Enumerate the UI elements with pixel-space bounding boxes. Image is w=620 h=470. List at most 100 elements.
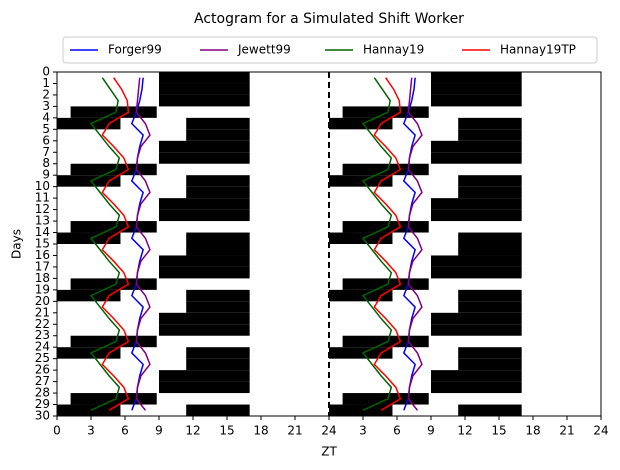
dark-period [458, 289, 522, 302]
dark-period [342, 106, 429, 118]
dark-period [186, 244, 250, 256]
y-tick-label: 9 [42, 168, 50, 182]
x-tick-label: 21 [559, 424, 574, 438]
y-tick-label: 25 [35, 351, 50, 365]
y-tick-label: 23 [35, 328, 50, 342]
y-tick-label: 24 [35, 340, 50, 354]
dark-period [159, 324, 250, 336]
x-tick-label: 12 [185, 424, 200, 438]
x-axis-label: ZT [321, 445, 337, 459]
dark-period [431, 94, 522, 107]
dark-period [458, 404, 522, 416]
y-tick-label: 2 [42, 87, 50, 101]
dark-period [458, 301, 522, 313]
y-tick-label: 15 [35, 237, 50, 251]
y-axis-label: Days [10, 229, 24, 259]
x-tick-label: 3 [87, 424, 95, 438]
y-tick-label: 20 [35, 294, 50, 308]
y-tick-label: 29 [35, 397, 50, 411]
dark-period [342, 221, 429, 233]
x-tick-label: 9 [155, 424, 163, 438]
phase-line [402, 77, 416, 411]
dark-period [431, 72, 522, 84]
y-tick-label: 14 [35, 225, 50, 239]
dark-period [186, 289, 250, 302]
legend-label: Hannay19TP [500, 43, 576, 57]
dark-period [329, 232, 393, 244]
y-tick-label: 13 [35, 214, 50, 228]
dark-period [329, 175, 393, 187]
dark-period [159, 209, 250, 222]
legend-label: Jewett99 [237, 43, 291, 57]
legend-label: Hannay19 [363, 43, 424, 57]
dark-period [70, 278, 157, 290]
dark-period [57, 347, 121, 359]
dark-period [329, 289, 393, 302]
dark-period [431, 198, 522, 210]
y-tick-label: 8 [42, 156, 50, 170]
y-tick-label: 0 [42, 65, 50, 79]
dark-period [431, 209, 522, 222]
x-tick-label: 6 [393, 424, 401, 438]
dark-period [431, 140, 522, 153]
dark-period [70, 335, 157, 348]
x-tick-label: 9 [427, 424, 435, 438]
dark-period [186, 117, 250, 130]
dark-period [342, 393, 429, 405]
chart-title: Actogram for a Simulated Shift Worker [194, 11, 464, 27]
dark-period [431, 83, 522, 95]
x-tick-label: 24 [321, 424, 336, 438]
phase-line [135, 77, 151, 411]
x-tick-label: 24 [593, 424, 608, 438]
dark-period [329, 347, 393, 359]
dark-period [458, 117, 522, 130]
y-tick-label: 27 [35, 374, 50, 388]
dark-period [458, 358, 522, 371]
x-tick-label: 18 [525, 424, 540, 438]
dark-period [458, 186, 522, 199]
dark-period [431, 266, 522, 279]
y-tick-label: 17 [35, 259, 50, 273]
phase-line [361, 77, 393, 411]
dark-period [159, 72, 250, 84]
y-tick-label: 6 [42, 133, 50, 147]
y-tick-label: 30 [35, 409, 50, 423]
y-tick-label: 7 [42, 145, 50, 159]
dark-period [431, 324, 522, 336]
y-tick-label: 3 [42, 99, 50, 113]
y-tick-label: 11 [35, 191, 50, 205]
dark-period [342, 163, 429, 176]
dark-period [458, 175, 522, 187]
dark-period [70, 163, 157, 176]
dark-period [70, 106, 157, 118]
dark-period [431, 312, 522, 325]
dark-period [431, 381, 522, 394]
y-tick-label: 21 [35, 305, 50, 319]
y-tick-label: 28 [35, 386, 50, 400]
y-tick-label: 19 [35, 282, 50, 296]
x-tick-label: 3 [359, 424, 367, 438]
dark-period [159, 312, 250, 325]
dark-period [159, 140, 250, 153]
dark-period [329, 117, 393, 130]
dark-period [159, 381, 250, 394]
dark-period [186, 129, 250, 141]
phase-line [89, 77, 121, 411]
dark-period [458, 232, 522, 244]
legend-label: Forger99 [108, 43, 162, 57]
y-tick-label: 12 [35, 202, 50, 216]
dark-period [159, 255, 250, 267]
dark-period [57, 232, 121, 244]
dark-period [186, 175, 250, 187]
dark-period [458, 129, 522, 141]
x-tick-label: 6 [121, 424, 129, 438]
dark-period [458, 347, 522, 359]
x-tick-label: 21 [287, 424, 302, 438]
dark-period [458, 244, 522, 256]
y-tick-label: 22 [35, 317, 50, 331]
y-tick-label: 10 [35, 179, 50, 193]
dark-period [186, 347, 250, 359]
phase-line [373, 77, 402, 411]
dark-period [186, 186, 250, 199]
